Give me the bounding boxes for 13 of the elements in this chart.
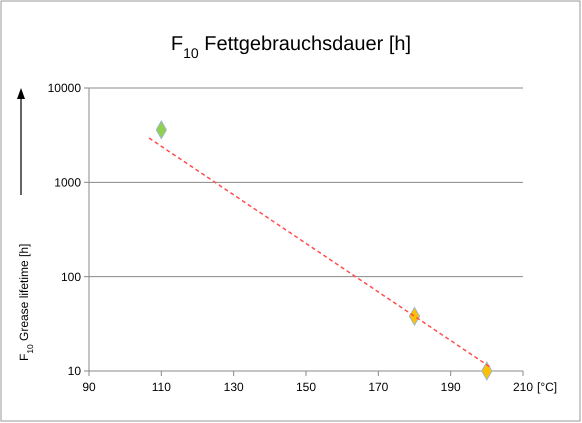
y-tick-label: 1000: [54, 176, 82, 190]
y-tick-label: 100: [60, 270, 82, 284]
x-tick-label: 170: [368, 380, 389, 394]
chart-title: F$_{10}$ Fettgebrauchsdauer [h]: [170, 33, 412, 61]
y-tick-label: 10000: [48, 81, 82, 96]
x-tick-label: 190: [440, 380, 461, 394]
y-tick-label: 10: [68, 364, 82, 378]
x-tick-label: 90: [82, 380, 96, 394]
x-tick-label: 110: [152, 380, 172, 394]
x-axis-title: [°C]: [537, 380, 558, 394]
x-tick-label: 150: [296, 380, 316, 394]
x-tick-label: 210: [512, 380, 534, 394]
x-tick-label: 130: [224, 380, 244, 394]
